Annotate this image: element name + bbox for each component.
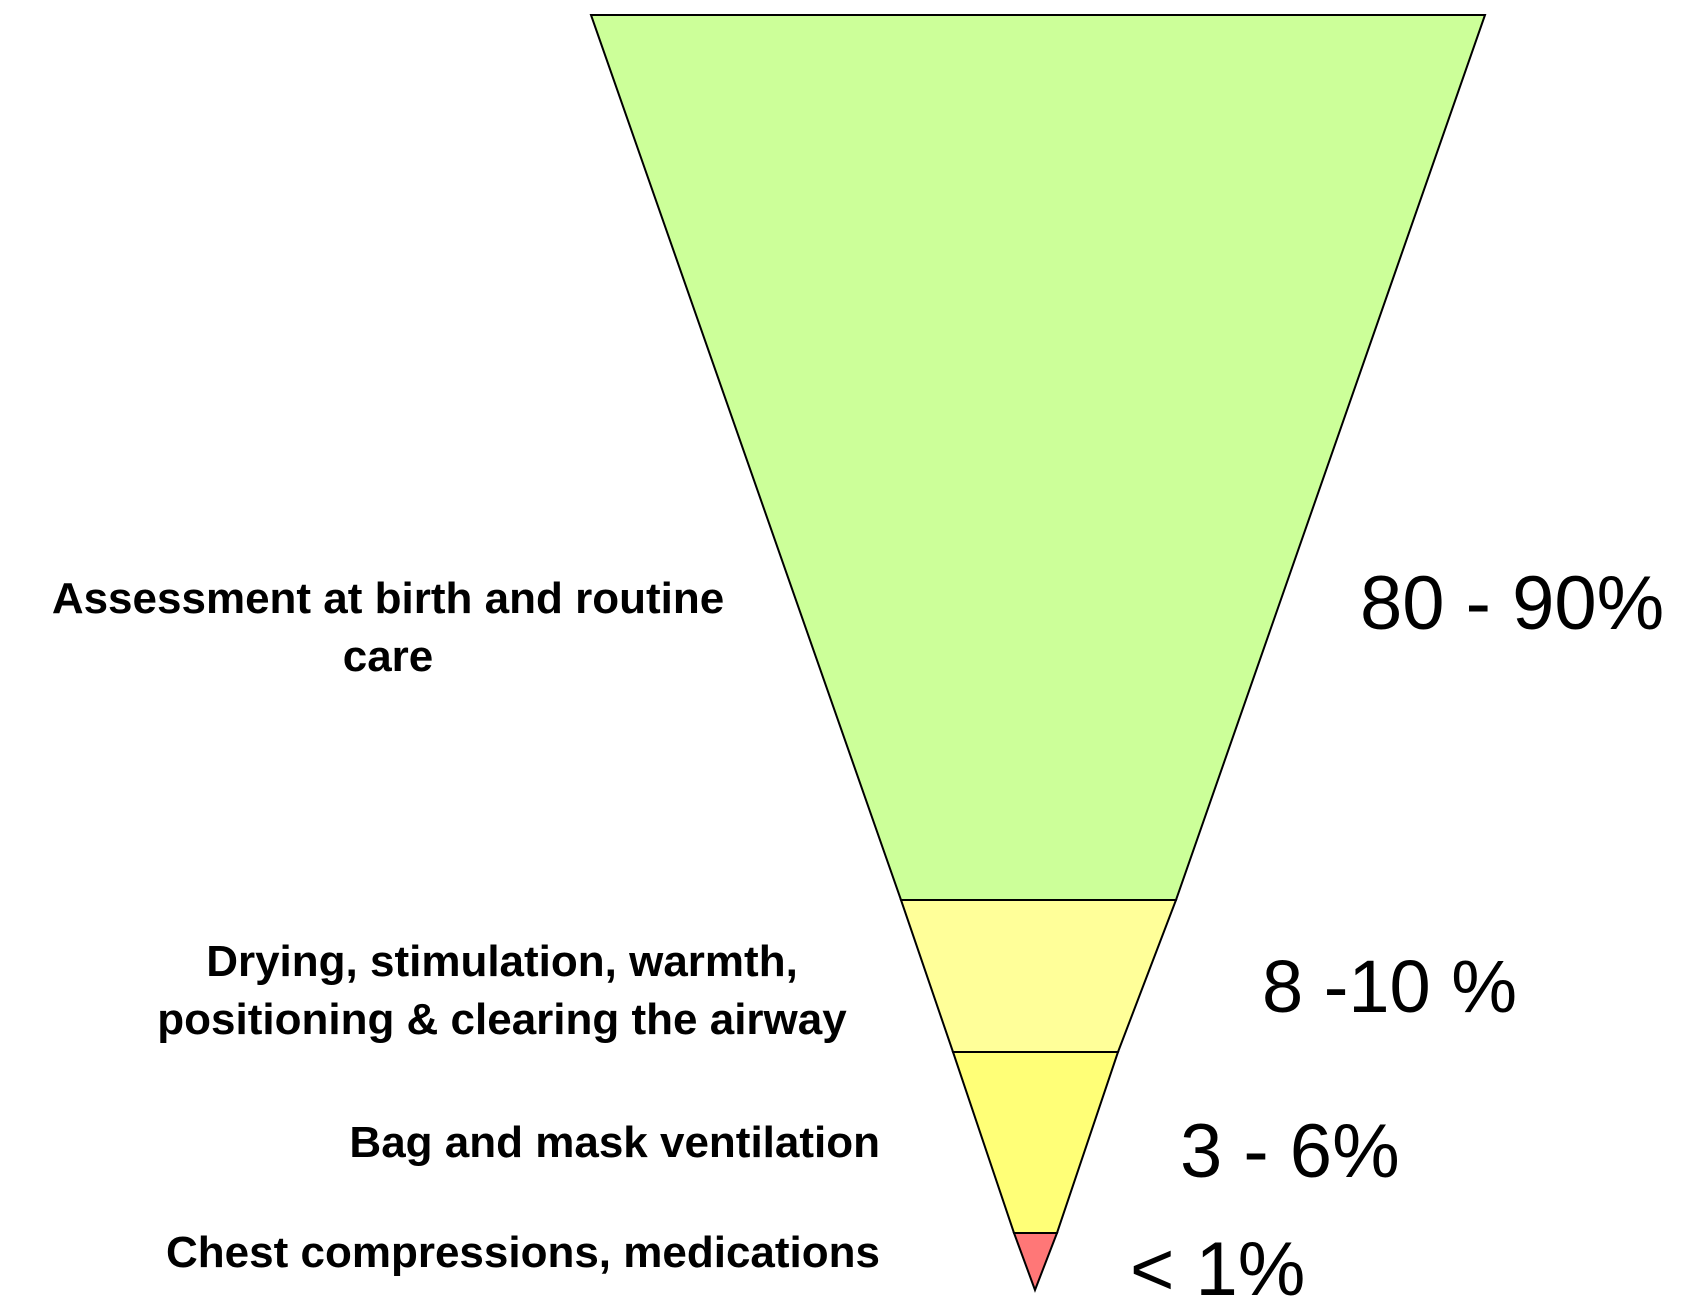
tier-assessment-label-line-1: Assessment at birth and routine — [51, 574, 725, 623]
tier-compressions-percentage: < 1% — [1130, 1227, 1306, 1312]
tier-drying-label: Drying, stimulation, warmth, positioning… — [118, 933, 886, 1049]
tier-drying-label-line-1: Drying, stimulation, warmth, — [206, 937, 798, 986]
tier-ventilation-band — [951, 1051, 1120, 1234]
tier-assessment-label: Assessment at birth and routine care — [16, 570, 760, 686]
tier-compressions-band — [1012, 1232, 1059, 1293]
tier-ventilation-label-line-1: Bag and mask ventilation — [349, 1118, 880, 1167]
tier-compressions-label: Chest compressions, medications — [60, 1224, 880, 1282]
tier-drying-band — [899, 899, 1178, 1053]
tier-drying-label-line-2: positioning & clearing the airway — [157, 995, 847, 1044]
tier-ventilation-label: Bag and mask ventilation — [280, 1114, 880, 1172]
tier-compressions-label-line-1: Chest compressions, medications — [166, 1228, 880, 1277]
tier-ventilation-percentage: 3 - 6% — [1180, 1109, 1400, 1194]
tier-drying-percentage: 8 -10 % — [1262, 945, 1518, 1028]
tier-assessment-percentage: 80 - 90% — [1360, 561, 1665, 646]
tier-assessment-label-line-2: care — [342, 632, 434, 681]
tier-assessment-band — [589, 14, 1487, 901]
